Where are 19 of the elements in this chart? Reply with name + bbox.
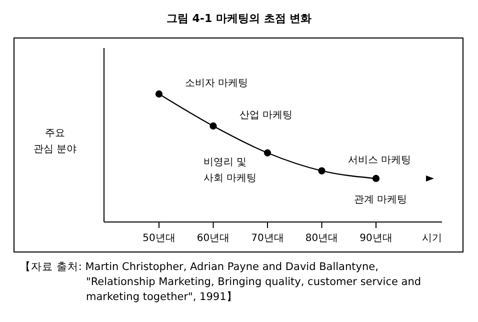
text: 【자료 출처: Martin Christopher, Adrian Payne and David Ballantyne, "Relationship Marketing, Bringing quality, customer service and marketing together", 1991】 xyxy=(20,260,422,303)
annotation: 산업 마케팅 xyxy=(239,110,292,121)
annotation: 비영리 및 사회 마케팅 xyxy=(204,156,257,184)
annotation: 서비스 마케팅 xyxy=(348,154,411,166)
chart-title: 그림 4-1 마케팅의 초점 변화 xyxy=(166,12,312,25)
x-tick-label: 70년대 xyxy=(251,233,284,244)
annotation: 소비자 마케팅 xyxy=(185,78,248,89)
x-tick-label: 90년대 xyxy=(360,233,392,244)
point xyxy=(372,174,380,182)
annotation: 관계 마케팅 xyxy=(354,194,408,206)
y-axis-title: 주요 관심 분야 xyxy=(33,128,77,155)
x-tick-label: 60년대 xyxy=(196,233,230,244)
x-tick-label: 50년대 xyxy=(142,233,176,244)
x-axis-title: 시기 xyxy=(422,233,442,244)
point xyxy=(318,167,326,174)
x-tick-label: 80년대 xyxy=(305,233,338,244)
point xyxy=(155,90,163,98)
point xyxy=(264,149,272,156)
point xyxy=(210,122,217,130)
